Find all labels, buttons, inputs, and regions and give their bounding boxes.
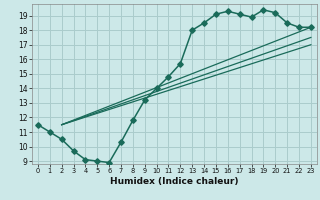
X-axis label: Humidex (Indice chaleur): Humidex (Indice chaleur) (110, 177, 239, 186)
